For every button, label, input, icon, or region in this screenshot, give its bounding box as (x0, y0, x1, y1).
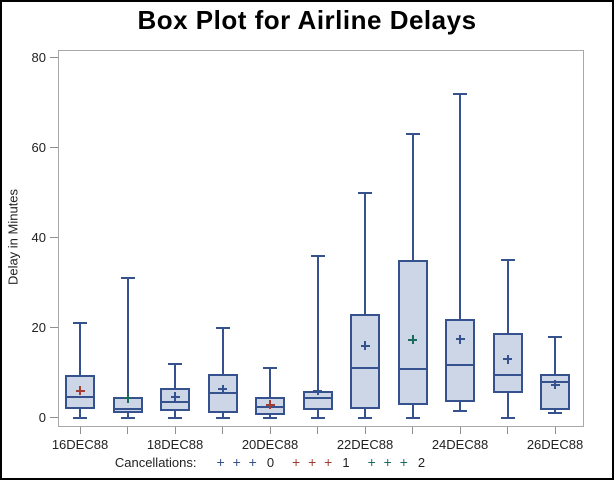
y-axis-tick (50, 327, 58, 328)
median-line (494, 374, 521, 377)
x-axis-tick (507, 427, 508, 434)
legend-title: Cancellations: (114, 454, 197, 470)
legend-entry: + + + 2 (368, 454, 426, 470)
whisker-cap-max (73, 322, 87, 324)
whisker-line (269, 368, 271, 418)
whisker-cap-min (453, 409, 467, 412)
whisker-cap-max (168, 362, 182, 365)
x-axis-tick (174, 427, 176, 434)
x-axis-tick (412, 427, 413, 434)
y-tick-label: 20 (31, 319, 46, 335)
mean-marker (170, 392, 180, 402)
y-tick-label: 80 (31, 49, 46, 65)
legend-plus-symbols-icon: + + + (292, 454, 335, 470)
mean-marker (218, 384, 227, 394)
x-axis-tick (317, 427, 318, 434)
mean-marker (75, 386, 85, 395)
y-tick-label: 0 (38, 409, 46, 425)
x-tick-label: 26DEC88 (526, 437, 584, 452)
legend: Cancellations: + + + 0 + + + 1 + + + 2 (0, 454, 540, 470)
legend-value: 1 (342, 454, 350, 470)
median-line (447, 363, 473, 366)
median-line (399, 367, 426, 370)
legend-value: 0 (266, 454, 275, 470)
whisker-line (364, 192, 366, 418)
x-axis-tick (554, 427, 556, 434)
whisker-cap-min (168, 416, 182, 419)
whisker-cap-min (73, 416, 87, 419)
x-axis-tick (222, 427, 223, 434)
median-line (67, 396, 93, 399)
mean-marker (313, 386, 322, 395)
y-tick-label: 60 (31, 139, 46, 155)
y-tick-label: 40 (31, 229, 46, 245)
x-axis-tick (459, 427, 461, 434)
x-tick-label: 20DEC88 (241, 437, 299, 452)
whisker-line (221, 327, 224, 418)
median-line (352, 367, 378, 369)
mean-marker (503, 354, 512, 364)
whisker-cap-min (358, 416, 372, 419)
x-axis-tick (79, 427, 81, 434)
legend-value: 2 (417, 454, 426, 470)
mean-marker (550, 380, 560, 390)
whisker-cap-min (263, 416, 277, 419)
legend-entry: + + + 0 (217, 454, 275, 470)
whisker-cap-max (215, 326, 230, 329)
whisker-line (126, 278, 129, 418)
x-tick-label: 16DEC88 (51, 437, 109, 452)
whisker-cap-min (500, 416, 515, 419)
whisker-cap-max (548, 335, 562, 338)
box-iqr (397, 260, 428, 406)
whisker-cap-max (120, 277, 135, 279)
mean-marker (265, 400, 275, 410)
median-line (114, 407, 141, 410)
box-iqr (445, 318, 475, 402)
whisker-cap-max (453, 92, 467, 95)
whisker-cap-max (358, 191, 372, 194)
box-iqr (350, 314, 380, 409)
y-axis-tick (50, 237, 58, 238)
median-line (162, 400, 188, 403)
whisker-cap-max (263, 367, 277, 369)
whisker-cap-min (548, 412, 562, 414)
y-axis-tick (50, 57, 58, 58)
box-iqr (540, 373, 570, 410)
legend-plus-symbols-icon: + + + (367, 454, 410, 470)
whisker-line (459, 93, 461, 411)
box-iqr (492, 333, 523, 393)
x-tick-label: 18DEC88 (146, 437, 204, 452)
median-line (304, 397, 331, 400)
whisker-cap-max (405, 133, 420, 135)
mean-marker (123, 393, 132, 403)
x-axis-tick (269, 427, 271, 434)
mean-marker (455, 334, 465, 344)
whisker-cap-min (405, 416, 420, 419)
whisker-cap-min (310, 416, 325, 419)
whisker-line (316, 255, 319, 418)
mean-marker (360, 341, 370, 350)
whisker-cap-min (120, 416, 135, 419)
legend-entry: + + + 1 (292, 454, 350, 470)
y-axis-tick (50, 417, 58, 418)
whisker-line (79, 323, 81, 418)
x-axis-tick (127, 427, 128, 434)
x-tick-label: 22DEC88 (336, 437, 394, 452)
y-axis-tick (50, 147, 58, 148)
x-tick-label: 24DEC88 (431, 437, 489, 452)
x-axis-tick (364, 427, 366, 434)
plot-frame (58, 50, 584, 427)
whisker-cap-min (215, 416, 230, 419)
whisker-cap-max (310, 254, 325, 257)
mean-marker (408, 335, 417, 345)
legend-entries: + + + 0 + + + 1 + + + 2 (217, 454, 426, 470)
legend-plus-symbols-icon: + + + (216, 454, 259, 470)
chart-title: Box Plot for Airline Delays (137, 5, 477, 35)
whisker-cap-max (500, 259, 515, 261)
